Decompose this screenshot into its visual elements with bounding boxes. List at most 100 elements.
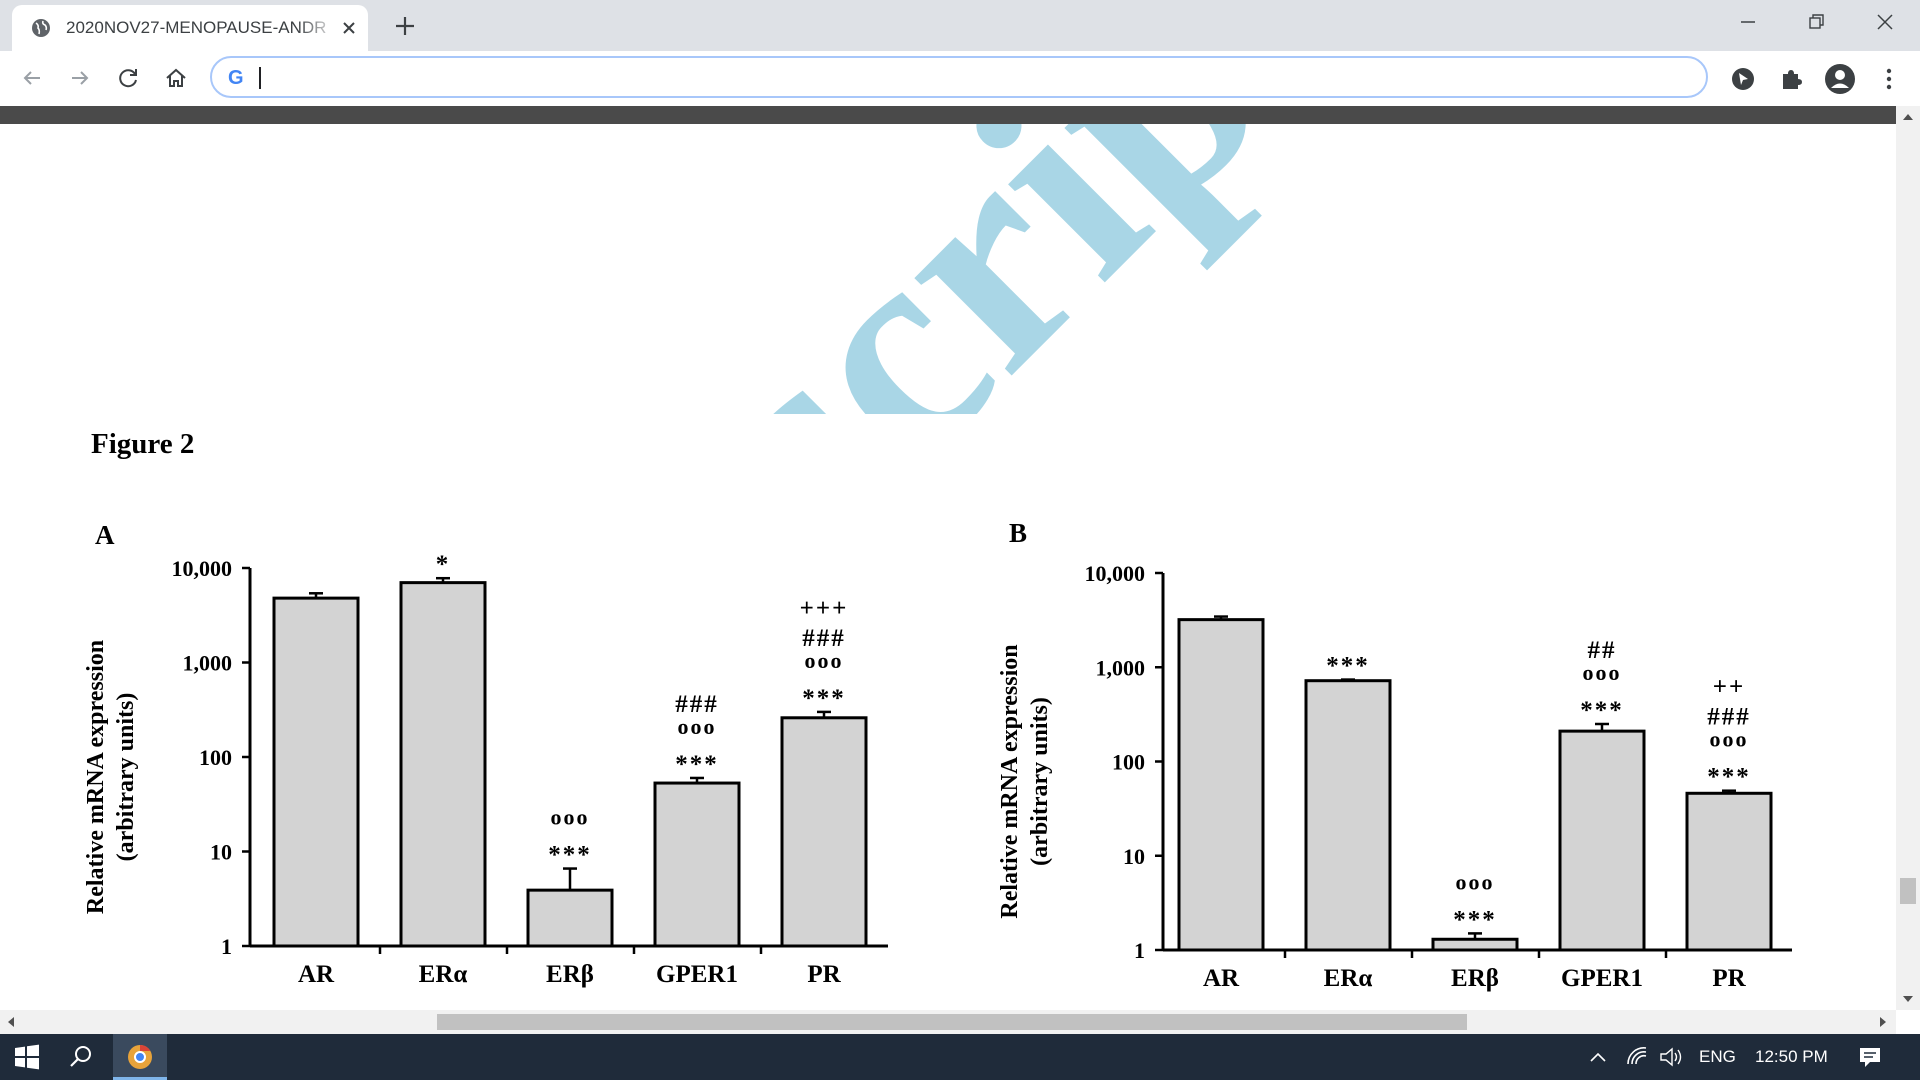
significance-label: ***: [1707, 764, 1751, 791]
significance-label: ***: [1580, 697, 1624, 724]
taskbar-chrome-app[interactable]: [113, 1034, 167, 1080]
bar: [1558, 729, 1646, 952]
significance-label: ###: [802, 625, 846, 652]
restore-icon[interactable]: [1801, 10, 1831, 34]
back-arrow-icon[interactable]: [18, 64, 46, 92]
significance-label: ###: [675, 691, 719, 718]
scroll-left-icon[interactable]: [6, 1016, 16, 1028]
wifi-icon[interactable]: [1624, 1034, 1650, 1080]
language-indicator[interactable]: ENG: [1699, 1047, 1736, 1066]
bar: [399, 581, 487, 948]
windows-start-icon[interactable]: [12, 1034, 42, 1080]
panel-letter: B: [1009, 518, 1027, 548]
x-tick-label: ERβ: [546, 961, 594, 988]
bar: [526, 888, 614, 948]
chart-panel-a: A Relative mRNA expression (arbitrary unit…: [83, 520, 888, 988]
y-tick-label: 10,000: [1085, 561, 1146, 586]
y-tick-label: 1: [221, 934, 232, 959]
bar: [1431, 937, 1519, 952]
bar: [1685, 791, 1773, 952]
significance-label: ***: [1453, 906, 1497, 933]
significance-label: ***: [548, 842, 592, 869]
notifications-icon[interactable]: [1856, 1034, 1884, 1080]
forward-arrow-icon[interactable]: [66, 64, 94, 92]
horizontal-scrollbar[interactable]: [0, 1010, 1896, 1034]
y-tick-label: 1: [1134, 938, 1145, 963]
new-tab-icon[interactable]: [392, 13, 418, 39]
scroll-right-icon[interactable]: [1878, 1016, 1888, 1028]
significance-label: ooo: [1456, 869, 1495, 894]
significance-label: ***: [675, 751, 719, 778]
x-tick-label: PR: [1712, 965, 1746, 992]
home-icon[interactable]: [162, 64, 190, 92]
address-bar[interactable]: G: [210, 56, 1708, 98]
figure-canvas: scrip Figure 2 A Relative mRNA expression…: [83, 124, 1792, 992]
significance-label: ooo: [805, 648, 844, 673]
watermark-text: scrip: [640, 124, 1323, 604]
chrome-icon: [128, 1045, 152, 1069]
significance-label: ++: [1713, 674, 1746, 701]
significance-label: *: [436, 551, 451, 578]
windows-taskbar: ENG 12:50 PM: [0, 1034, 1920, 1080]
significance-label: ooo: [551, 805, 590, 830]
close-tab-icon[interactable]: [338, 17, 360, 39]
globe-icon: [32, 19, 50, 37]
browser-toolbar: G: [0, 51, 1920, 106]
x-tick-label: ERα: [1324, 965, 1373, 992]
x-tick-label: AR: [1203, 965, 1240, 992]
x-tick-label: GPER1: [656, 961, 738, 988]
panel-letter: A: [95, 520, 115, 550]
bar: [1304, 679, 1392, 952]
x-tick-label: AR: [298, 961, 335, 988]
y-axis-label: Relative mRNA expression: [83, 640, 109, 914]
search-icon[interactable]: [66, 1034, 96, 1080]
menu-kebab-icon[interactable]: [1874, 64, 1904, 94]
y-tick-label: 100: [1112, 750, 1145, 775]
bar: [780, 716, 868, 948]
browser-tab[interactable]: 2020NOV27-MENOPAUSE-ANDR: [12, 5, 368, 51]
significance-label: ooo: [678, 714, 717, 739]
y-tick-label: 1,000: [183, 651, 233, 676]
cursor-extension-icon[interactable]: [1728, 64, 1758, 94]
tray-chevron-up-icon[interactable]: [1586, 1034, 1610, 1080]
significance-label: +++: [800, 595, 849, 622]
pdf-page: scrip Figure 2 A Relative mRNA expression…: [0, 124, 1896, 1010]
tab-title: 2020NOV27-MENOPAUSE-ANDR: [66, 18, 338, 38]
horizontal-scroll-thumb[interactable]: [437, 1014, 1467, 1030]
significance-label: ###: [1707, 704, 1751, 731]
volume-icon[interactable]: [1658, 1034, 1684, 1080]
figure-title: Figure 2: [91, 428, 194, 460]
y-tick-label: 10: [210, 840, 232, 865]
bar: [1177, 618, 1265, 952]
significance-label: ***: [802, 685, 846, 712]
vertical-scrollbar[interactable]: [1896, 106, 1920, 1010]
y-tick-label: 10: [1123, 844, 1145, 869]
y-axis-label: Relative mRNA expression: [997, 644, 1023, 918]
google-icon: G: [228, 67, 244, 89]
significance-label: ##: [1588, 637, 1617, 664]
vertical-scroll-thumb[interactable]: [1900, 878, 1916, 904]
profile-avatar-icon[interactable]: [1823, 62, 1857, 96]
x-tick-label: ERβ: [1451, 965, 1499, 992]
x-tick-label: ERα: [419, 961, 468, 988]
scroll-down-icon[interactable]: [1902, 994, 1914, 1004]
significance-label: ***: [1326, 653, 1370, 680]
clock[interactable]: 12:50 PM: [1755, 1047, 1828, 1066]
y-tick-label: 10,000: [172, 556, 233, 581]
x-tick-label: PR: [807, 961, 841, 988]
chart-panel-b: B Relative mRNA expression (arbitrary unit…: [997, 518, 1792, 992]
significance-label: ooo: [1583, 660, 1622, 685]
significance-label: ooo: [1710, 727, 1749, 752]
bar: [272, 596, 360, 948]
close-window-icon[interactable]: [1870, 10, 1900, 34]
reload-icon[interactable]: [114, 64, 142, 92]
y-tick-label: 100: [199, 745, 232, 770]
extensions-puzzle-icon[interactable]: [1776, 64, 1806, 94]
y-tick-label: 1,000: [1096, 655, 1146, 680]
address-input[interactable]: [264, 63, 1668, 93]
scroll-up-icon[interactable]: [1902, 112, 1914, 122]
minimize-icon[interactable]: [1733, 10, 1763, 34]
text-caret: [259, 67, 261, 89]
pdf-page-edge: [0, 106, 1896, 124]
y-axis-label-units: (arbitrary units): [113, 693, 139, 862]
